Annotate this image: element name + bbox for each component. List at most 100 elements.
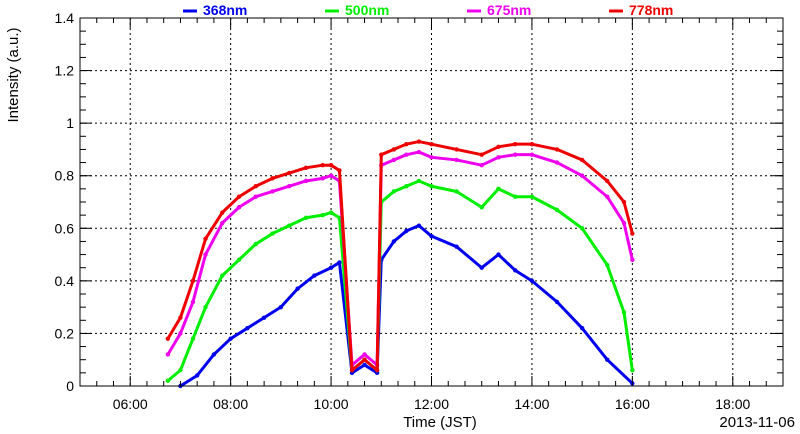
data-point [203,236,208,241]
x-tick-label: 08:00 [213,396,248,412]
data-point [320,163,325,168]
data-point [429,233,434,239]
data-point [220,273,225,278]
data-point [605,194,610,199]
data-point [194,373,200,378]
x-tick-label: 06:00 [113,396,148,412]
data-point [479,265,484,270]
data-point [579,325,585,331]
data-point [379,152,384,157]
data-point [529,141,535,147]
data-point [362,362,367,368]
data-point [512,141,518,147]
data-point [362,352,367,357]
x-tick-label: 16:00 [615,396,650,412]
data-point [270,231,275,236]
data-point [512,194,518,199]
data-point [579,173,585,178]
data-point [391,239,397,244]
data-point [621,310,627,315]
y-tick-label: 1.2 [55,63,75,79]
data-point [429,141,434,147]
y-tick-label: 0.2 [55,325,75,341]
data-point [579,226,585,231]
data-point [529,194,535,199]
data-point [320,176,325,181]
data-point [303,215,309,220]
data-point [278,304,284,310]
data-point [416,178,422,184]
data-point [454,157,459,163]
data-point [391,189,397,194]
data-point [236,194,242,199]
data-point [253,184,258,189]
data-point [287,170,292,176]
data-point [429,155,434,160]
y-tick-label: 0.4 [55,273,75,289]
data-point [621,199,627,205]
data-point [287,184,292,189]
data-point [320,212,325,218]
data-point [554,160,560,165]
data-point [190,278,196,284]
data-point [203,304,208,310]
series-778nm [165,139,635,373]
series-368nm [178,223,635,389]
data-point [178,315,183,320]
data-point [479,205,484,210]
data-point [190,299,196,305]
data-point [337,260,342,265]
legend-label: 675nm [487,2,531,18]
data-point [416,139,422,144]
data-point [178,331,183,336]
data-point [496,186,501,192]
data-point [337,168,342,173]
legend-label: 368nm [203,2,247,18]
data-point [512,152,518,157]
series-layer [165,139,635,389]
data-point [496,155,501,160]
data-point [303,178,309,184]
data-point [630,368,635,373]
data-point [178,368,183,373]
data-point [554,147,560,152]
data-point [165,352,171,357]
data-point [349,368,355,373]
date-label: 2013-11-06 [719,414,795,431]
data-point [303,165,309,171]
data-point [454,189,459,194]
data-point [579,157,585,163]
data-point [512,268,518,273]
x-axis-title: Time (JST) [403,414,477,431]
data-point [454,147,459,152]
data-point [287,223,292,228]
data-point [605,178,610,184]
x-tick-label: 10:00 [314,396,349,412]
data-point [529,152,535,157]
x-tick-label: 12:00 [414,396,449,412]
x-tick-label: 18:00 [715,396,750,412]
data-point [529,278,535,284]
legend-item: 675nm [467,2,531,18]
data-point [312,273,317,278]
data-point [220,220,225,226]
data-point [605,262,610,268]
data-point [416,149,422,155]
data-point [253,241,258,247]
data-point [479,163,484,168]
data-point [270,189,275,194]
data-point [416,223,422,228]
data-point [261,315,267,320]
y-axis-title: Intensity (a.u.) [5,27,22,122]
legend-item: 778nm [609,2,673,18]
data-point [245,325,250,331]
data-point [429,184,434,189]
axis-ticks [79,17,784,387]
data-point [211,352,217,357]
data-point [496,252,501,257]
y-tick-label: 0.6 [55,220,75,236]
data-point [328,173,334,178]
data-point [404,152,409,157]
data-point [270,176,275,181]
